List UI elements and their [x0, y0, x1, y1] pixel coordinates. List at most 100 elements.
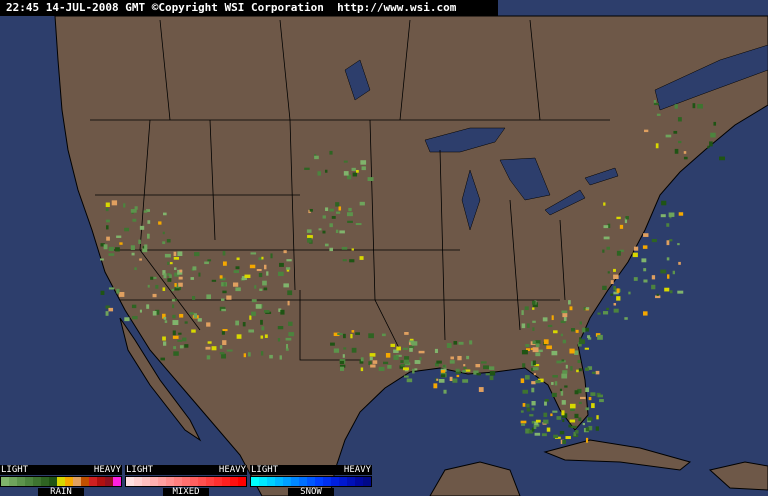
radar-echo: [613, 274, 619, 279]
radar-echo: [400, 360, 404, 363]
radar-echo: [100, 243, 105, 247]
radar-echo: [333, 348, 340, 353]
radar-echo: [347, 174, 352, 180]
radar-echo: [584, 327, 589, 332]
radar-echo: [546, 345, 552, 350]
radar-echo: [535, 379, 541, 384]
land-north-america: [54, 15, 768, 496]
legend-swatch: [1, 477, 9, 486]
radar-echo: [561, 413, 568, 418]
radar-echo: [226, 295, 232, 300]
radar-echo: [574, 350, 579, 355]
radar-echo: [396, 346, 401, 351]
radar-echo: [674, 148, 679, 154]
radar-echo: [529, 414, 534, 417]
radar-echo: [169, 274, 172, 278]
radar-echo: [167, 278, 172, 282]
radar-echo: [579, 321, 583, 325]
radar-echo: [251, 299, 257, 303]
legend-swatch: [315, 477, 323, 486]
radar-echo: [262, 280, 267, 286]
radar-echo: [333, 332, 340, 337]
radar-echo: [590, 392, 596, 396]
radar-echo: [531, 407, 535, 411]
legend-swatch: [323, 477, 331, 486]
radar-echo: [393, 349, 399, 353]
radar-echo: [469, 340, 473, 345]
legend-swatch: [291, 477, 299, 486]
radar-echo: [532, 307, 535, 310]
radar-echo: [226, 349, 233, 352]
radar-echo: [260, 351, 264, 356]
radar-echo: [531, 420, 536, 424]
radar-echo: [625, 216, 629, 220]
radar-echo: [402, 347, 409, 350]
radar-echo: [585, 387, 590, 393]
radar-echo: [607, 223, 611, 229]
radar-echo: [524, 375, 530, 380]
radar-echo: [173, 251, 177, 257]
radar-echo: [478, 387, 484, 392]
radar-echo: [242, 322, 246, 327]
radar-echo: [583, 307, 586, 311]
radar-echo: [667, 274, 670, 279]
radar-echo: [360, 367, 364, 372]
radar-echo: [591, 403, 595, 409]
legend-swatch: [97, 477, 105, 486]
radar-echo: [174, 298, 177, 301]
radar-echo: [171, 299, 176, 302]
radar-echo: [664, 287, 670, 292]
radar-echo: [553, 434, 559, 438]
radar-echo: [588, 425, 593, 431]
radar-echo: [131, 252, 135, 256]
radar-echo: [222, 329, 228, 332]
legend-swatch: [251, 477, 259, 486]
legend-rain: LIGHT HEAVY RAIN: [0, 465, 122, 496]
radar-echo: [189, 312, 194, 315]
radar-echo: [443, 389, 447, 394]
radar-echo: [322, 215, 326, 219]
radar-echo: [603, 202, 606, 206]
legend-swatch: [150, 477, 158, 486]
radar-echo: [531, 401, 536, 406]
radar-echo: [325, 207, 329, 211]
radar-echo: [205, 346, 211, 350]
radar-echo: [483, 365, 489, 370]
radar-echo: [713, 121, 717, 126]
radar-echo: [256, 268, 262, 272]
legend-heavy-label: HEAVY: [93, 465, 121, 475]
radar-echo: [132, 316, 138, 320]
radar-echo: [532, 340, 536, 345]
radar-echo: [666, 240, 670, 246]
radar-echo: [613, 285, 616, 291]
radar-echo: [381, 333, 386, 337]
radar-echo: [347, 220, 353, 223]
radar-echo: [270, 253, 273, 259]
radar-echo: [307, 235, 313, 239]
radar-echo: [524, 306, 529, 311]
radar-echo: [585, 437, 589, 443]
radar-echo: [418, 350, 425, 354]
radar-echo: [277, 325, 284, 330]
radar-echo: [532, 327, 535, 331]
radar-echo: [551, 382, 554, 385]
legend-swatch: [198, 477, 206, 486]
radar-echo: [710, 132, 716, 138]
radar-echo: [285, 348, 289, 351]
radar-echo: [441, 374, 446, 378]
radar-echo: [177, 251, 183, 257]
land-yucatan: [429, 461, 521, 496]
radar-echo: [130, 209, 137, 213]
radar-echo: [597, 394, 603, 398]
land-hispaniola: [708, 461, 768, 491]
radar-echo: [578, 401, 582, 405]
radar-echo: [697, 103, 703, 109]
radar-echo: [414, 360, 421, 364]
legend-swatch: [73, 477, 81, 486]
radar-echo: [343, 171, 349, 176]
radar-echo: [591, 371, 596, 374]
radar-echo: [184, 321, 188, 324]
legend-swatch: [230, 477, 238, 486]
radar-echo: [116, 235, 122, 238]
legend-swatch: [238, 477, 246, 486]
